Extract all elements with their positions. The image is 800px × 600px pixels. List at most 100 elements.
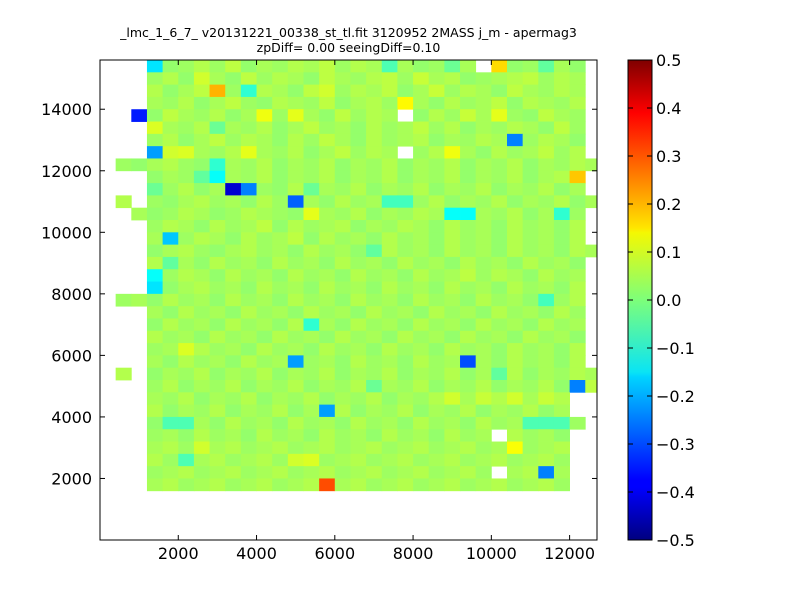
heatmap-cell	[460, 453, 477, 467]
heatmap-cell	[522, 96, 539, 110]
heatmap-cell	[553, 441, 570, 455]
heatmap-cell	[303, 146, 320, 159]
heatmap-cell	[366, 232, 383, 246]
heatmap-cell	[506, 429, 524, 442]
heatmap-cell	[178, 269, 195, 282]
heatmap-cell	[303, 96, 320, 110]
heatmap-cell	[162, 318, 179, 332]
heatmap-cell	[209, 441, 226, 455]
x-tick-label: 12000	[544, 544, 595, 563]
heatmap-cell	[287, 441, 304, 455]
heatmap-cell	[475, 429, 492, 442]
heatmap-cell	[366, 318, 383, 332]
heatmap-cell	[334, 367, 351, 381]
heatmap-cell	[178, 355, 195, 369]
heatmap-cell	[209, 330, 226, 344]
heatmap-cell	[303, 281, 320, 295]
heatmap-cell	[538, 380, 555, 393]
heatmap-cell	[428, 466, 445, 479]
heatmap-cell	[146, 244, 164, 258]
heatmap-cell	[413, 158, 430, 172]
heatmap-cell	[569, 146, 586, 159]
heatmap-cell	[319, 121, 336, 135]
heatmap-cell	[428, 355, 445, 369]
heatmap-cell	[146, 416, 164, 430]
heatmap-cell	[428, 146, 445, 159]
heatmap-cell	[350, 183, 367, 196]
heatmap-cell	[475, 269, 492, 282]
heatmap-cell	[162, 121, 179, 135]
y-tick-label: 4000	[51, 408, 92, 427]
heatmap-cell	[506, 158, 524, 172]
heatmap-cell	[413, 330, 430, 344]
heatmap-cell	[522, 343, 539, 356]
heatmap-cell	[460, 281, 477, 295]
heatmap-cell	[553, 256, 570, 270]
heatmap-cell	[162, 367, 179, 381]
heatmap-cell	[240, 478, 257, 492]
heatmap-cell	[193, 330, 210, 344]
heatmap-cell	[491, 306, 508, 319]
heatmap-cell	[381, 96, 398, 110]
heatmap-cell	[272, 146, 289, 159]
heatmap-cell	[256, 158, 273, 172]
heatmap-cell	[444, 146, 461, 159]
heatmap-cell	[444, 392, 461, 406]
heatmap-cell	[366, 183, 383, 196]
heatmap-cell	[303, 256, 320, 270]
heatmap-cell	[413, 72, 430, 86]
heatmap-cell	[162, 404, 179, 418]
heatmap-cell	[303, 318, 320, 332]
heatmap-cell	[428, 170, 445, 184]
heatmap-cell	[428, 109, 445, 122]
heatmap-cell	[460, 269, 477, 282]
heatmap-cell	[397, 158, 414, 172]
heatmap-cell	[553, 121, 570, 135]
heatmap-cell	[506, 195, 524, 209]
heatmap-cell	[491, 84, 508, 98]
heatmap-cell	[319, 478, 336, 492]
heatmap-cell	[225, 281, 242, 295]
heatmap-cell	[272, 195, 289, 209]
heatmap-cell	[350, 207, 367, 221]
heatmap-cell	[162, 392, 179, 406]
heatmap-cell	[569, 367, 586, 381]
heatmap-cell	[146, 441, 164, 455]
heatmap-cell	[553, 466, 570, 479]
heatmap-cell	[303, 429, 320, 442]
heatmap-cell	[303, 72, 320, 86]
heatmap-cell	[413, 96, 430, 110]
heatmap-cell	[319, 133, 336, 147]
heatmap-cell	[397, 133, 414, 147]
heatmap-cell	[506, 380, 524, 393]
heatmap-cell	[193, 121, 210, 135]
heatmap-cell	[178, 478, 195, 492]
heatmap-cell	[256, 367, 273, 381]
heatmap-cell	[178, 367, 195, 381]
heatmap-cell	[460, 96, 477, 110]
heatmap-cell	[287, 355, 304, 369]
heatmap-cell	[178, 343, 195, 356]
heatmap-cell	[287, 220, 304, 233]
heatmap-cell	[334, 453, 351, 467]
heatmap-cell	[569, 84, 586, 98]
heatmap-cell	[319, 404, 336, 418]
heatmap-cell	[460, 244, 477, 258]
heatmap-cell	[319, 232, 336, 246]
heatmap-cell	[428, 330, 445, 344]
heatmap-cell	[460, 478, 477, 492]
heatmap-cell	[366, 220, 383, 233]
heatmap-cell	[491, 133, 508, 147]
heatmap-cell	[460, 72, 477, 86]
heatmap-cell	[162, 380, 179, 393]
heatmap-cell	[240, 441, 257, 455]
heatmap-cell	[460, 355, 477, 369]
heatmap-cell	[553, 478, 570, 492]
heatmap-cell	[444, 244, 461, 258]
heatmap-cell	[287, 306, 304, 319]
colorbar-tick-label: 0.5	[656, 51, 681, 70]
heatmap-cell	[538, 355, 555, 369]
heatmap-cell	[553, 220, 570, 233]
heatmap-cell	[193, 318, 210, 332]
